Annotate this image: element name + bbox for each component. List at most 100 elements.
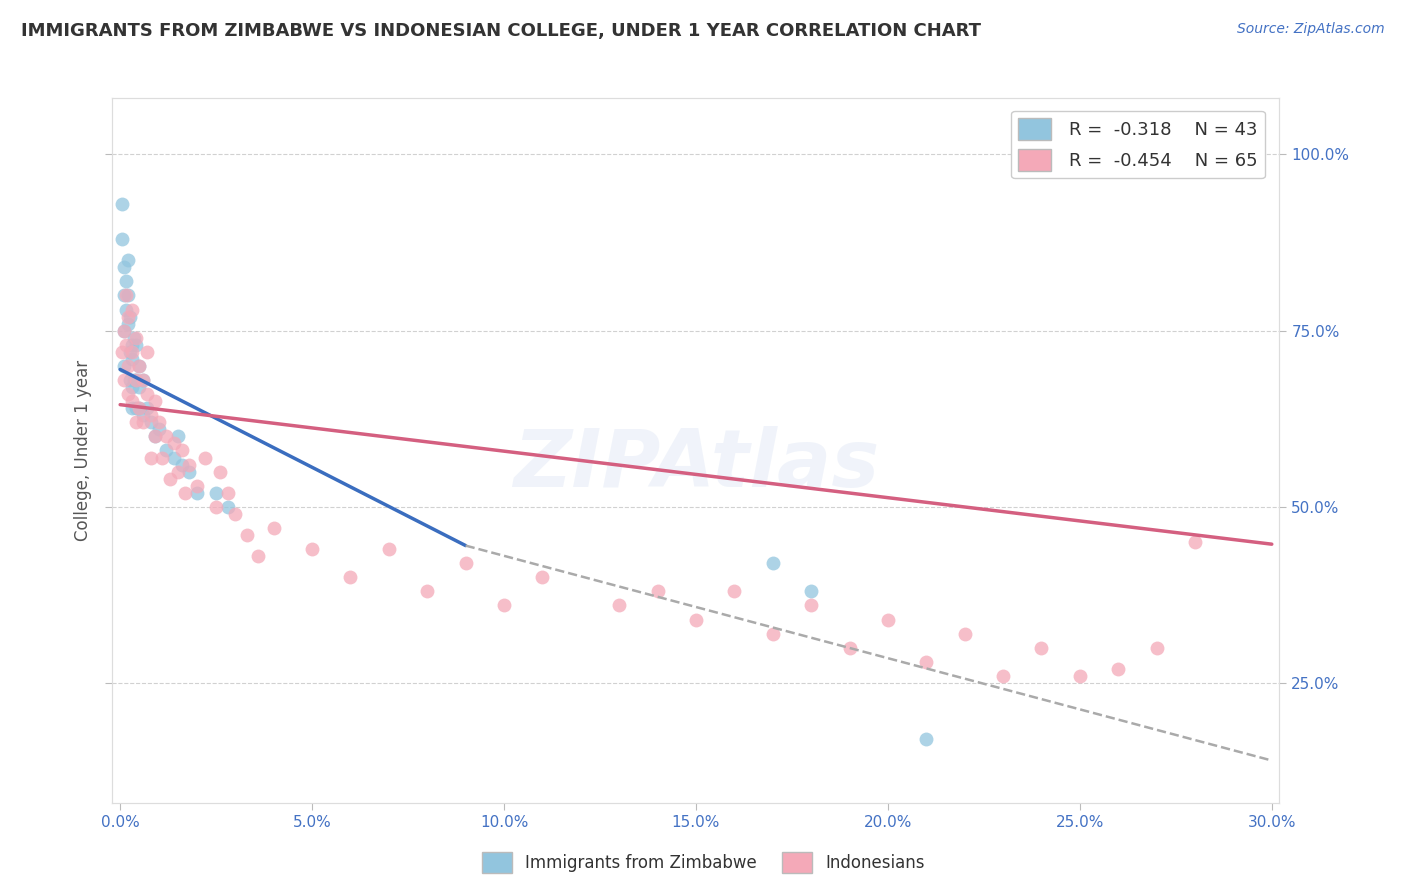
Point [117, 310, 139, 324]
Point [953, 626, 976, 640]
Point [205, 500, 228, 514]
Point [132, 409, 155, 423]
Point [179, 458, 201, 472]
Point [301, 542, 323, 557]
Point [166, 429, 188, 443]
Point [1031, 640, 1053, 655]
Point [136, 401, 159, 416]
Point [224, 507, 246, 521]
Point [166, 465, 188, 479]
Point [111, 196, 134, 211]
Point [217, 500, 239, 514]
Point [1069, 669, 1091, 683]
Point [117, 387, 139, 401]
Point [112, 260, 135, 275]
Point [139, 415, 162, 429]
Point [136, 344, 159, 359]
Point [208, 465, 231, 479]
Point [186, 478, 208, 492]
Point [115, 288, 138, 302]
Point [111, 232, 134, 246]
Point [124, 415, 146, 429]
Point [118, 373, 141, 387]
Point [112, 288, 135, 302]
Point [124, 373, 146, 387]
Legend: R =  -0.318    N = 43, R =  -0.454    N = 65: R = -0.318 N = 43, R = -0.454 N = 65 [1011, 111, 1264, 178]
Point [117, 359, 139, 373]
Point [122, 331, 145, 345]
Point [217, 485, 239, 500]
Point [163, 450, 186, 465]
Point [150, 450, 173, 465]
Point [143, 394, 166, 409]
Point [159, 472, 181, 486]
Point [800, 599, 823, 613]
Point [112, 324, 135, 338]
Point [117, 317, 139, 331]
Point [121, 380, 143, 394]
Point [194, 450, 217, 465]
Point [124, 337, 146, 351]
Point [531, 570, 554, 584]
Point [247, 549, 270, 564]
Point [121, 344, 143, 359]
Point [155, 443, 177, 458]
Point [163, 436, 186, 450]
Point [128, 380, 150, 394]
Point [122, 373, 145, 387]
Point [121, 394, 143, 409]
Point [647, 584, 669, 599]
Point [454, 556, 477, 570]
Point [155, 429, 177, 443]
Text: ZIPAtlas: ZIPAtlas [513, 425, 879, 504]
Point [111, 344, 134, 359]
Point [132, 373, 155, 387]
Point [179, 465, 201, 479]
Point [118, 344, 141, 359]
Point [378, 542, 401, 557]
Point [607, 599, 630, 613]
Point [115, 337, 138, 351]
Point [170, 458, 193, 472]
Point [263, 521, 285, 535]
Point [139, 450, 162, 465]
Point [170, 443, 193, 458]
Point [205, 485, 228, 500]
Point [132, 373, 155, 387]
Point [1107, 662, 1129, 676]
Text: IMMIGRANTS FROM ZIMBABWE VS INDONESIAN COLLEGE, UNDER 1 YEAR CORRELATION CHART: IMMIGRANTS FROM ZIMBABWE VS INDONESIAN C… [21, 22, 981, 40]
Point [128, 401, 150, 416]
Legend: Immigrants from Zimbabwe, Indonesians: Immigrants from Zimbabwe, Indonesians [475, 846, 931, 880]
Point [991, 669, 1014, 683]
Point [838, 640, 860, 655]
Point [112, 359, 135, 373]
Point [236, 528, 259, 542]
Point [762, 556, 785, 570]
Point [685, 613, 707, 627]
Point [877, 613, 900, 627]
Point [128, 359, 150, 373]
Point [1146, 640, 1168, 655]
Point [186, 485, 208, 500]
Point [115, 302, 138, 317]
Point [112, 324, 135, 338]
Y-axis label: College, Under 1 year: College, Under 1 year [73, 359, 91, 541]
Point [416, 584, 439, 599]
Point [115, 274, 138, 288]
Point [136, 387, 159, 401]
Point [723, 584, 745, 599]
Point [121, 337, 143, 351]
Point [174, 485, 197, 500]
Point [132, 415, 155, 429]
Point [492, 599, 515, 613]
Text: Source: ZipAtlas.com: Source: ZipAtlas.com [1237, 22, 1385, 37]
Point [124, 401, 146, 416]
Point [124, 373, 146, 387]
Point [118, 310, 141, 324]
Point [148, 422, 170, 436]
Point [121, 351, 143, 366]
Point [915, 732, 938, 747]
Point [112, 373, 135, 387]
Point [762, 626, 785, 640]
Point [128, 359, 150, 373]
